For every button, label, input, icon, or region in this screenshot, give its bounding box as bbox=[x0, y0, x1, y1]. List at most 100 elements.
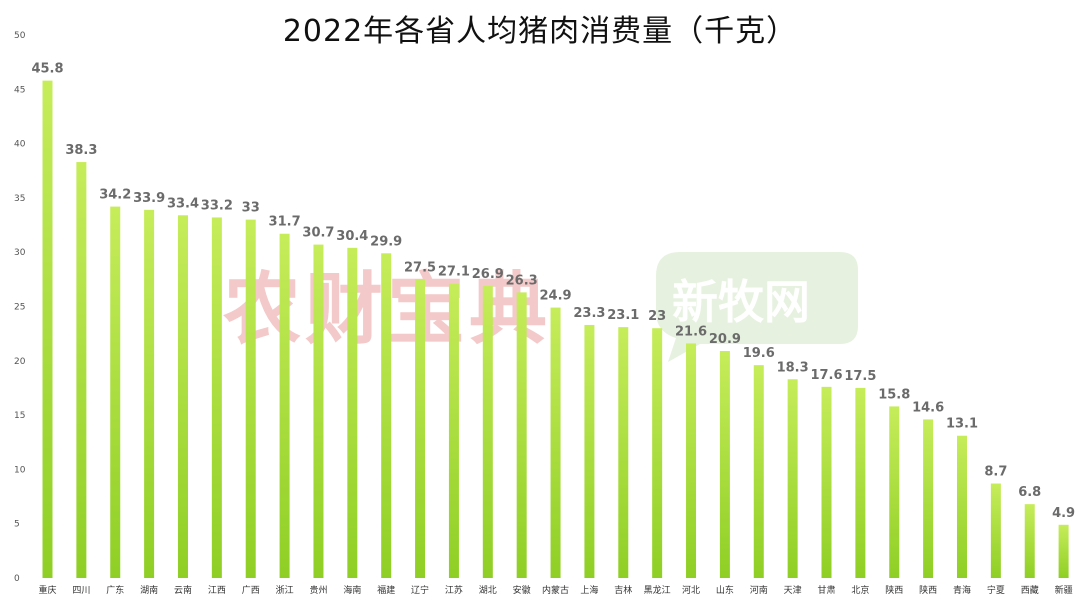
x-tick-label: 辽宁 bbox=[411, 584, 429, 596]
x-tick-label: 陕西 bbox=[885, 584, 903, 596]
bar bbox=[415, 279, 426, 578]
x-tick-label: 海南 bbox=[343, 584, 361, 596]
data-label: 6.8 bbox=[1018, 485, 1041, 500]
data-label: 34.2 bbox=[99, 188, 131, 203]
bar bbox=[144, 209, 155, 578]
x-tick-label: 天津 bbox=[784, 585, 802, 596]
watermark-right-bubble bbox=[656, 252, 858, 362]
x-tick-label: 宁夏 bbox=[987, 584, 1005, 596]
x-tick-label: 云南 bbox=[174, 584, 192, 596]
data-label: 31.7 bbox=[269, 215, 301, 230]
y-tick-label: 40 bbox=[14, 140, 26, 150]
data-label: 33 bbox=[242, 201, 260, 216]
bar bbox=[1058, 524, 1069, 578]
y-tick-label: 45 bbox=[14, 85, 25, 95]
data-label: 14.6 bbox=[912, 400, 944, 415]
bar bbox=[719, 351, 730, 578]
data-label: 29.9 bbox=[370, 234, 402, 249]
x-tick-label: 吉林 bbox=[614, 584, 632, 596]
x-tick-label: 重庆 bbox=[38, 584, 56, 596]
data-label: 27.5 bbox=[404, 260, 436, 275]
bar bbox=[618, 327, 629, 578]
y-tick-label: 35 bbox=[14, 194, 25, 204]
y-tick-label: 15 bbox=[14, 411, 25, 421]
y-tick-label: 25 bbox=[14, 303, 25, 313]
x-tick-label: 四川 bbox=[72, 586, 90, 596]
bar bbox=[956, 435, 967, 578]
x-tick-label: 北京 bbox=[851, 584, 869, 596]
data-label: 33.9 bbox=[133, 191, 165, 206]
data-label: 23 bbox=[648, 309, 666, 324]
y-tick-label: 50 bbox=[14, 31, 26, 41]
x-tick-label: 湖北 bbox=[479, 585, 497, 596]
data-labels: 45.8 38.3 34.2 33.9 33.4 33.2 33 31.730.7 30.4 29… bbox=[31, 62, 1075, 521]
data-label: 26.9 bbox=[472, 267, 504, 282]
data-label: 4.9 bbox=[1052, 506, 1075, 521]
x-tick-label: 黑龙江 bbox=[644, 584, 671, 596]
bar bbox=[211, 217, 222, 578]
x-tick-label: 新疆 bbox=[1055, 584, 1073, 596]
data-label: 38.3 bbox=[65, 143, 97, 158]
data-label: 33.4 bbox=[167, 196, 199, 211]
x-tick-label: 河北 bbox=[682, 584, 700, 596]
bar bbox=[245, 219, 256, 578]
data-label: 20.9 bbox=[709, 332, 741, 347]
y-axis: 0 5 10 15 20 25 30 35 40 45 50 bbox=[14, 31, 26, 584]
x-tick-label: 浙江 bbox=[276, 584, 294, 596]
bar bbox=[686, 343, 697, 578]
bar bbox=[313, 244, 324, 578]
y-tick-label: 5 bbox=[14, 520, 20, 530]
x-tick-label: 上海 bbox=[580, 584, 598, 596]
bar bbox=[753, 365, 764, 578]
y-tick-label: 10 bbox=[14, 465, 26, 475]
x-tick-label: 甘肃 bbox=[818, 584, 836, 596]
data-label: 23.3 bbox=[573, 306, 605, 321]
bar bbox=[990, 483, 1001, 578]
bar bbox=[550, 307, 561, 578]
bar bbox=[516, 292, 527, 578]
bar bbox=[347, 247, 358, 578]
bar bbox=[110, 206, 121, 578]
data-label: 27.1 bbox=[438, 265, 470, 280]
x-tick-label: 山东 bbox=[716, 584, 734, 596]
data-label: 21.6 bbox=[675, 324, 707, 339]
data-label: 24.9 bbox=[540, 289, 572, 304]
x-tick-label: 青海 bbox=[953, 584, 971, 596]
x-tick-label: 贵州 bbox=[309, 584, 327, 596]
data-label: 17.6 bbox=[810, 368, 842, 383]
x-tick-label: 陕西 bbox=[919, 584, 937, 596]
data-label: 13.1 bbox=[946, 417, 978, 432]
watermark-right-text: 新牧网 bbox=[672, 275, 810, 329]
bar bbox=[381, 253, 392, 578]
data-label: 18.3 bbox=[777, 360, 809, 375]
x-tick-label: 安徽 bbox=[513, 584, 531, 596]
bars bbox=[42, 80, 1069, 578]
bar bbox=[652, 328, 663, 578]
x-tick-label: 内蒙古 bbox=[542, 584, 569, 596]
bar bbox=[177, 215, 188, 578]
x-tick-label: 福建 bbox=[377, 584, 395, 596]
bar bbox=[42, 80, 53, 578]
data-label: 23.1 bbox=[607, 308, 639, 323]
bar bbox=[279, 233, 290, 578]
bar bbox=[923, 419, 934, 578]
data-label: 19.6 bbox=[743, 346, 775, 361]
bar bbox=[584, 324, 595, 578]
x-tick-label: 广西 bbox=[242, 584, 260, 596]
data-label: 30.7 bbox=[302, 226, 334, 241]
bar bbox=[787, 379, 798, 578]
bar bbox=[482, 285, 493, 578]
x-axis: 重庆 四川 广东 湖南 云南 江西 广西 浙江 贵州 海南 福建 辽宁 江苏 湖北 安徽 内蒙古 上海 吉林 黑龙江… bbox=[38, 584, 1072, 596]
bar bbox=[821, 386, 832, 578]
data-label: 30.4 bbox=[336, 229, 368, 244]
x-tick-label: 西藏 bbox=[1021, 584, 1039, 596]
y-tick-label: 30 bbox=[14, 248, 26, 258]
x-tick-label: 江西 bbox=[208, 585, 226, 596]
x-tick-label: 河南 bbox=[750, 584, 768, 596]
bar bbox=[855, 387, 866, 578]
data-label: 17.5 bbox=[844, 369, 876, 384]
data-label: 26.3 bbox=[506, 273, 538, 288]
chart-title: 2022年各省人均猪肉消费量（千克） bbox=[282, 14, 798, 49]
